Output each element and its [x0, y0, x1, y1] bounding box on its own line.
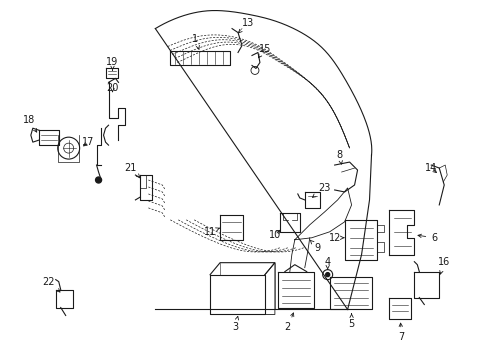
Circle shape — [95, 177, 102, 183]
Text: 21: 21 — [124, 163, 140, 178]
Text: 10: 10 — [268, 230, 281, 240]
Text: 23: 23 — [312, 183, 330, 197]
Text: 18: 18 — [22, 115, 37, 132]
Text: 11: 11 — [203, 227, 219, 237]
Text: 3: 3 — [231, 316, 238, 332]
Text: 4: 4 — [324, 257, 330, 270]
Text: 16: 16 — [437, 257, 449, 274]
Text: 8: 8 — [336, 150, 342, 164]
Text: 5: 5 — [348, 314, 354, 329]
Text: 9: 9 — [309, 240, 320, 253]
Text: 19: 19 — [106, 58, 119, 70]
Text: 22: 22 — [42, 276, 60, 292]
Text: 12: 12 — [328, 233, 343, 243]
Text: 2: 2 — [284, 313, 293, 332]
Text: 14: 14 — [424, 163, 436, 173]
Text: 7: 7 — [397, 323, 404, 342]
Text: 20: 20 — [106, 84, 119, 93]
Circle shape — [325, 273, 329, 276]
Text: 15: 15 — [258, 44, 270, 58]
Text: 1: 1 — [192, 33, 199, 49]
Text: 13: 13 — [238, 18, 254, 33]
Text: 17: 17 — [82, 137, 95, 147]
Text: 6: 6 — [417, 233, 436, 243]
